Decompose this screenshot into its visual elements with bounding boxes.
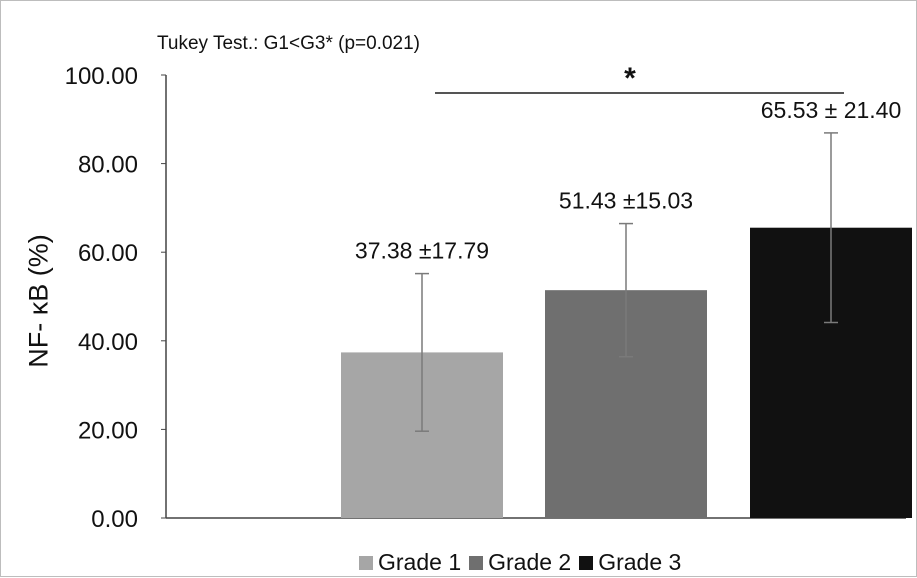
value-label-grade-2: 51.43 ±15.03 [559, 188, 693, 214]
significance-marker: * [624, 62, 636, 95]
value-label-grade-3: 65.53 ± 21.40 [761, 97, 902, 123]
legend: Grade 1 Grade 2 Grade 3 [359, 549, 689, 576]
legend-label-grade-2: Grade 2 [488, 549, 572, 575]
legend-swatch-grade-3 [579, 555, 594, 570]
chart-annotation: Tukey Test.: G1<G3* (p=0.021) [157, 33, 420, 54]
y-tick-label-4: 80.00 [78, 152, 138, 179]
legend-label-grade-1: Grade 1 [378, 549, 462, 575]
legend-swatch-grade-1 [359, 555, 373, 570]
y-tick-label-2: 40.00 [78, 329, 138, 356]
y-tick-label-5: 100.00 [65, 63, 138, 90]
y-tick-label-3: 60.00 [78, 240, 138, 267]
legend-item-grade-3: Grade 3 [579, 549, 681, 576]
legend-item-grade-1: Grade 1 [359, 549, 461, 576]
value-label-grade-1: 37.38 ±17.79 [355, 238, 489, 264]
y-tick-label-1: 20.00 [78, 417, 138, 444]
y-tick-label-0: 0.00 [91, 506, 138, 533]
legend-item-grade-2: Grade 2 [469, 549, 571, 576]
legend-swatch-grade-2 [469, 555, 484, 570]
legend-label-grade-3: Grade 3 [598, 549, 682, 575]
y-axis-label: NF- κB (%) [23, 234, 54, 368]
